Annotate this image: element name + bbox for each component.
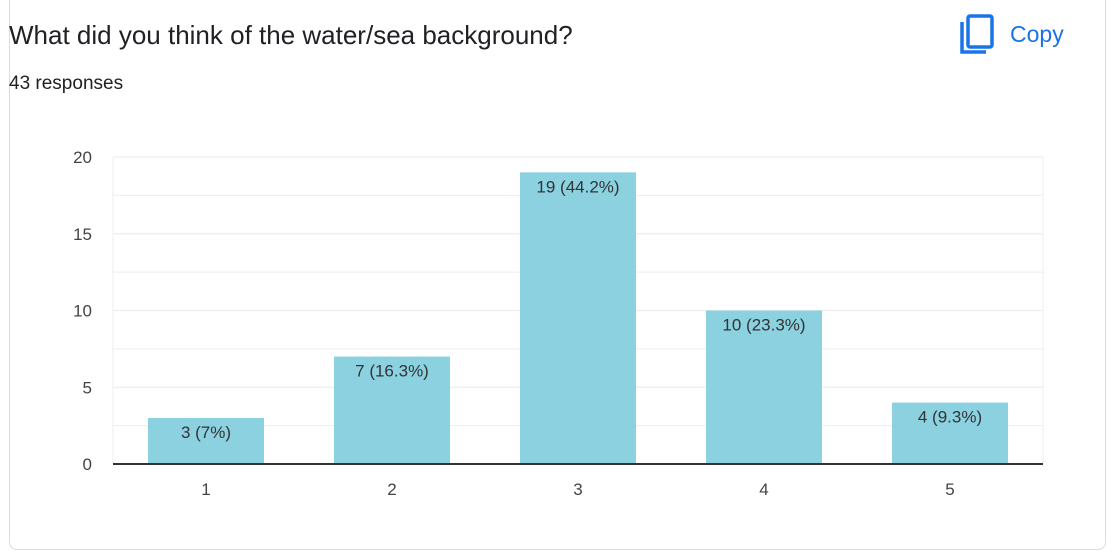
bar [706,310,822,464]
x-tick-label: 4 [759,480,768,499]
bar-data-label: 4 (9.3%) [918,408,982,427]
bar [334,356,450,464]
y-tick-label: 0 [83,455,92,474]
x-tick-label: 3 [573,480,582,499]
x-tick-label: 5 [945,480,954,499]
bar-data-label: 7 (16.3%) [355,362,429,381]
bar [520,172,636,464]
x-tick-label: 1 [201,480,210,499]
y-tick-label: 5 [83,378,92,397]
copy-label: Copy [1010,20,1064,47]
bar [892,402,1008,464]
chart-card [9,0,1106,550]
response-count: 43 responses [9,73,124,94]
copy-button[interactable]: Copy [958,10,1092,58]
copy-icon [958,12,998,56]
question-title: What did you think of the water/sea back… [9,20,573,50]
bar-data-label: 10 (23.3%) [722,316,805,335]
y-tick-label: 15 [73,225,92,244]
bar [148,417,264,464]
bar-data-label: 19 (44.2%) [536,177,619,196]
x-tick-label: 2 [387,480,396,499]
bar-data-label: 3 (7%) [181,423,231,442]
y-tick-label: 10 [73,302,92,321]
y-tick-label: 20 [73,148,92,167]
